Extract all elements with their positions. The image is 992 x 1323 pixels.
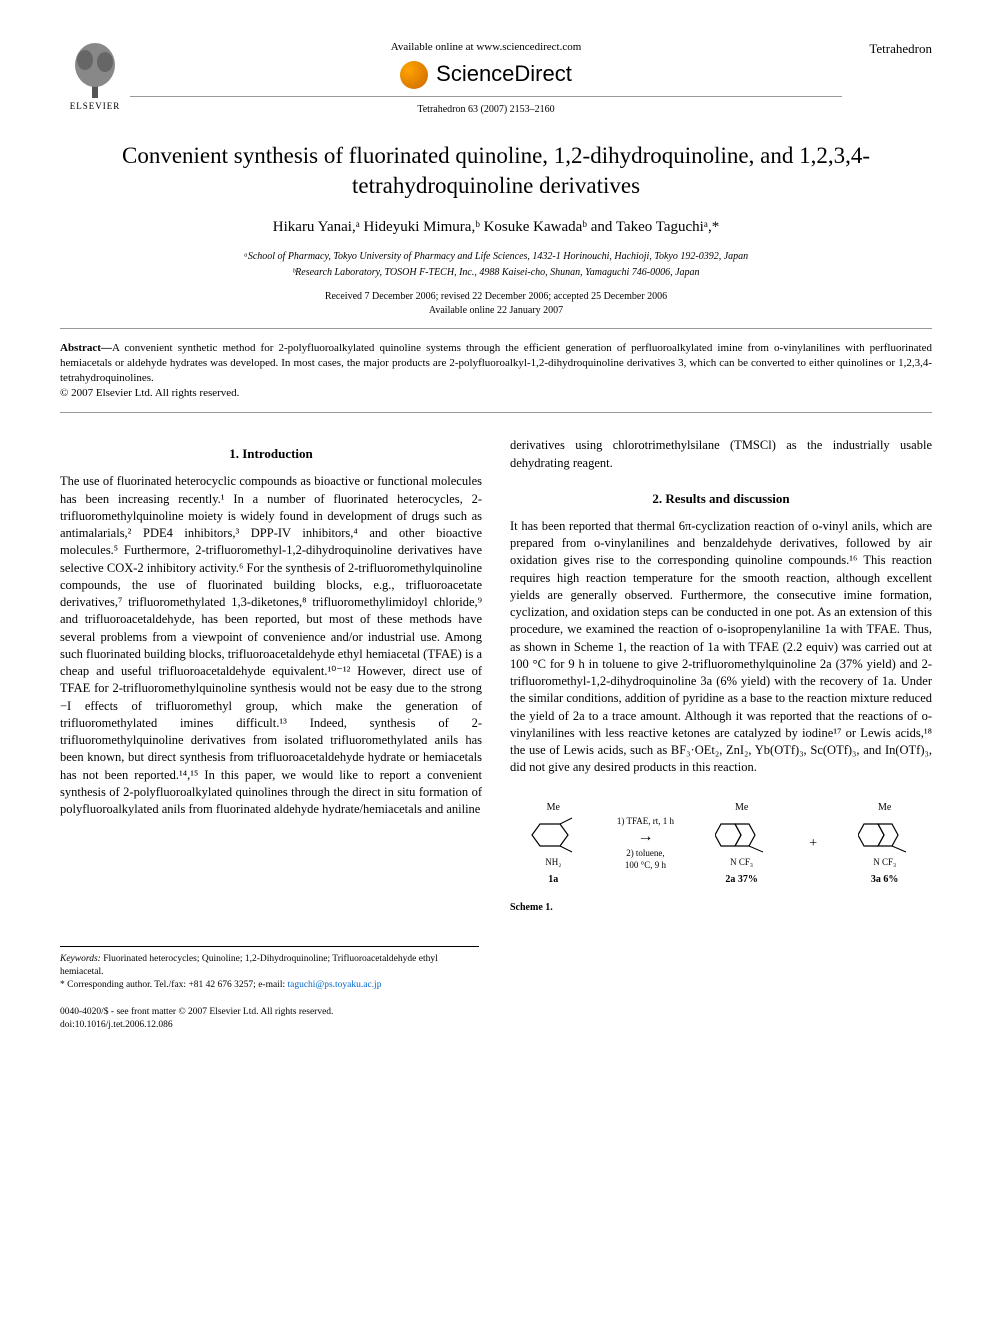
cond-line2: 2) toluene,: [617, 848, 674, 860]
mol2-me: Me: [735, 801, 748, 815]
reaction-conditions: 1) TFAE, rt, 1 h → 2) toluene, 100 °C, 9…: [617, 816, 674, 872]
right-column: derivatives using chlorotrimethylsilane …: [510, 437, 932, 914]
cond-line3: 100 °C, 9 h: [617, 860, 674, 872]
scheme-1-caption: Scheme 1.: [510, 901, 932, 915]
abstract-text: A convenient synthetic method for 2-poly…: [60, 342, 932, 384]
sd-ball-icon: [400, 61, 428, 89]
front-matter-line: 0040-4020/$ - see front matter © 2007 El…: [60, 1006, 932, 1019]
article-dates: Received 7 December 2006; revised 22 Dec…: [60, 290, 932, 318]
abstract-label: Abstract—: [60, 342, 112, 354]
elsevier-logo: ELSEVIER: [60, 40, 130, 113]
available-online-text: Available online at www.sciencedirect.co…: [130, 40, 842, 55]
molecule-3a: Me N CF₃ 3a 6%: [858, 801, 912, 887]
keywords-text: Fluorinated heterocycles; Quinoline; 1,2…: [60, 954, 438, 977]
corr-email-link[interactable]: taguchi@ps.toyaku.ac.jp: [287, 980, 381, 990]
mol3-cf3: N CF₃: [873, 856, 896, 868]
cond-line1: 1) TFAE, rt, 1 h: [617, 816, 674, 828]
mol1-label: 1a: [548, 873, 558, 887]
introduction-continuation: derivatives using chlorotrimethylsilane …: [510, 437, 932, 472]
sd-brand-text: ScienceDirect: [436, 59, 572, 90]
affiliation-a: ᵃSchool of Pharmacy, Tokyo University of…: [60, 250, 932, 264]
authors-line: Hikaru Yanai,ᵃ Hideyuki Mimura,ᵇ Kosuke …: [60, 217, 932, 238]
scheme-1: Me NH₂ 1a 1) TFAE, rt, 1 h → 2) toluene,…: [510, 793, 932, 915]
center-header: Available online at www.sciencedirect.co…: [130, 40, 842, 117]
sciencedirect-logo: ScienceDirect: [130, 59, 842, 90]
affiliation-b: ᵇResearch Laboratory, TOSOH F-TECH, Inc.…: [60, 266, 932, 280]
abstract-bottom-rule: [60, 412, 932, 413]
elsevier-tree-icon: [70, 40, 120, 100]
introduction-heading: 1. Introduction: [60, 445, 482, 463]
journal-name: Tetrahedron: [842, 40, 932, 58]
mol2-label: 2a 37%: [725, 873, 758, 887]
molecule-2a: Me N CF₃ 2a 37%: [715, 801, 769, 887]
molecule-1a: Me NH₂ 1a: [530, 801, 576, 887]
body-columns: 1. Introduction The use of fluorinated h…: [60, 437, 932, 914]
page-footer: 0040-4020/$ - see front matter © 2007 El…: [60, 1006, 932, 1033]
available-online-date: Available online 22 January 2007: [60, 304, 932, 318]
mol1-nh2: NH₂: [545, 856, 561, 868]
received-revised-accepted: Received 7 December 2006; revised 22 Dec…: [60, 290, 932, 304]
mol1-me: Me: [547, 801, 560, 815]
article-title: Convenient synthesis of fluorinated quin…: [60, 141, 932, 201]
introduction-body: The use of fluorinated heterocyclic comp…: [60, 473, 482, 818]
results-body: It has been reported that thermal 6π-cyc…: [510, 518, 932, 777]
results-heading: 2. Results and discussion: [510, 490, 932, 508]
keywords-label: Keywords:: [60, 954, 101, 964]
mol3-me: Me: [878, 801, 891, 815]
corresponding-author: * Corresponding author. Tel./fax: +81 42…: [60, 979, 479, 992]
mol3-structure-icon: [858, 814, 912, 856]
plus-sign: +: [809, 834, 817, 853]
publisher-name: ELSEVIER: [70, 100, 121, 113]
keywords-line: Keywords: Fluorinated heterocycles; Quin…: [60, 953, 479, 979]
mol1-structure-icon: [530, 814, 576, 856]
header-row: ELSEVIER Available online at www.science…: [60, 40, 932, 117]
abstract-block: Abstract—A convenient synthetic method f…: [60, 341, 932, 400]
abstract-top-rule: [60, 328, 932, 329]
doi-line: doi:10.1016/j.tet.2006.12.086: [60, 1019, 932, 1032]
header-rule: [130, 96, 842, 97]
mol2-cf3: N CF₃: [730, 856, 753, 868]
abstract-copyright: © 2007 Elsevier Ltd. All rights reserved…: [60, 386, 932, 401]
footnotes-block: Keywords: Fluorinated heterocycles; Quin…: [60, 946, 479, 991]
mol2-structure-icon: [715, 814, 769, 856]
mol3-label: 3a 6%: [871, 873, 899, 887]
corr-text: * Corresponding author. Tel./fax: +81 42…: [60, 980, 287, 990]
reaction-arrow-icon: →: [617, 827, 674, 848]
journal-reference: Tetrahedron 63 (2007) 2153–2160: [130, 103, 842, 117]
left-column: 1. Introduction The use of fluorinated h…: [60, 437, 482, 914]
scheme-1-figure: Me NH₂ 1a 1) TFAE, rt, 1 h → 2) toluene,…: [510, 793, 932, 895]
